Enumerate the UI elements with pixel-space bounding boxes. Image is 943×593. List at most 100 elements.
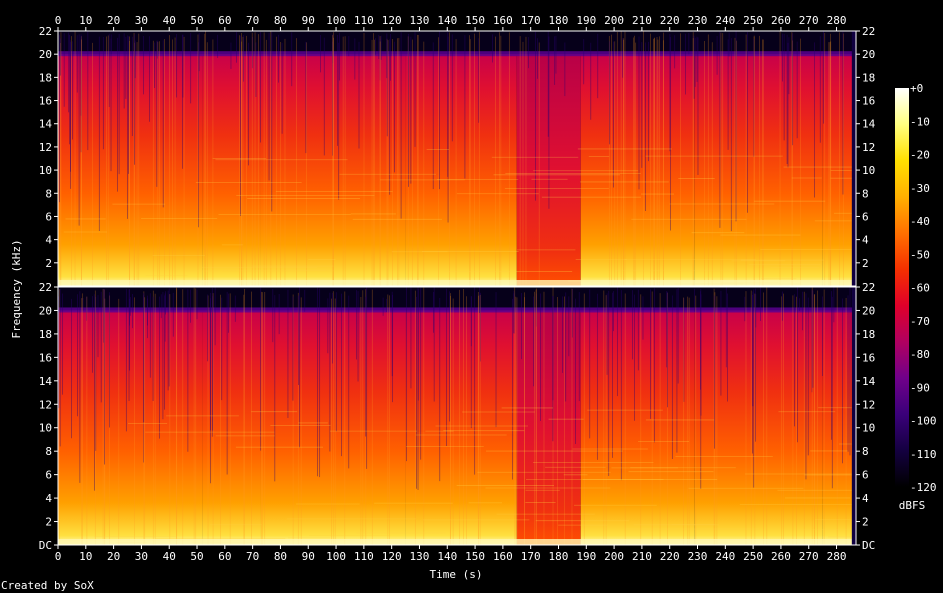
x-tick-label: 260 bbox=[771, 550, 791, 563]
y-tick-label: 20 bbox=[862, 304, 875, 317]
x-tick-label: 100 bbox=[326, 14, 346, 27]
spectrogram-segment bbox=[516, 310, 581, 545]
plot-frame bbox=[57, 286, 857, 546]
x-tick-label: 160 bbox=[493, 14, 513, 27]
x-tick-label: 170 bbox=[521, 14, 541, 27]
x-tick-label: 30 bbox=[135, 14, 148, 27]
colorbar-tick-label: -100 bbox=[910, 415, 937, 428]
y-tick-label: DC bbox=[39, 539, 52, 552]
y-tick-label: 18 bbox=[39, 328, 52, 341]
x-tick-label: 220 bbox=[660, 14, 680, 27]
spectrogram-segment bbox=[822, 310, 856, 545]
colorbar-tick-label: -30 bbox=[910, 182, 930, 195]
x-tick-label: 140 bbox=[437, 550, 457, 563]
y-tick-label: DC bbox=[862, 539, 875, 552]
spectrogram-segment bbox=[405, 54, 517, 286]
y-tick-label: 12 bbox=[862, 398, 875, 411]
y-tick-label: 14 bbox=[39, 375, 53, 388]
y-tick-label: 6 bbox=[862, 469, 869, 482]
y-tick-label: 20 bbox=[862, 48, 875, 61]
cutoff-band bbox=[58, 51, 856, 57]
x-axis-label: Time (s) bbox=[430, 568, 483, 581]
colorbar-tick-label: -60 bbox=[910, 282, 930, 295]
x-tick-label: 50 bbox=[190, 550, 203, 563]
y-tick-label: 10 bbox=[862, 422, 875, 435]
spectrogram-segment bbox=[260, 54, 406, 286]
x-tick-label: 40 bbox=[163, 550, 176, 563]
x-tick-label: 80 bbox=[274, 14, 287, 27]
y-tick-label: 12 bbox=[39, 398, 52, 411]
cutoff-band bbox=[58, 307, 856, 313]
y-tick-label: 4 bbox=[45, 492, 52, 505]
colorbar-tick-label: -40 bbox=[910, 215, 930, 228]
x-tick-label: 20 bbox=[107, 14, 120, 27]
x-tick-label: 180 bbox=[549, 14, 569, 27]
x-tick-label: 200 bbox=[604, 550, 624, 563]
x-tick-label: 200 bbox=[604, 14, 624, 27]
spectrogram-segment bbox=[405, 310, 517, 545]
y-tick-label: 12 bbox=[862, 141, 875, 154]
x-tick-label: 160 bbox=[493, 550, 513, 563]
spectrogram-panel-channel-1 bbox=[58, 31, 856, 286]
colorbar-tick-label: -10 bbox=[910, 115, 930, 128]
y-tick-label: 18 bbox=[39, 71, 52, 84]
y-tick-label: 22 bbox=[862, 25, 875, 38]
y-tick-label: 2 bbox=[45, 516, 52, 529]
y-tick-label: 16 bbox=[39, 95, 52, 108]
x-tick-label: 50 bbox=[190, 14, 203, 27]
colorbar bbox=[895, 88, 909, 487]
x-tick-label: 110 bbox=[354, 14, 374, 27]
y-tick-label: 6 bbox=[45, 469, 52, 482]
y-tick-label: 2 bbox=[862, 257, 869, 270]
y-tick-label: 16 bbox=[862, 351, 875, 364]
colorbar-tick-label: -20 bbox=[910, 149, 930, 162]
colorbar-tick-label: -80 bbox=[910, 348, 930, 361]
colorbar-ticks: +0 -10 -20 -30 -40 -50 -60 -70 -80 -90 -100 -110 -12… bbox=[910, 82, 937, 494]
y-tick-label: 20 bbox=[39, 304, 52, 317]
x-tick-label: 240 bbox=[715, 14, 735, 27]
colorbar-tick-label: -110 bbox=[910, 448, 937, 461]
y-tick-label: 16 bbox=[862, 95, 875, 108]
y-tick-label: 20 bbox=[39, 48, 52, 61]
x-tick-label: 270 bbox=[799, 550, 819, 563]
x-tick-label: 80 bbox=[274, 550, 287, 563]
y-tick-label: 8 bbox=[862, 445, 869, 458]
x-tick-label: 150 bbox=[465, 14, 485, 27]
y-tick-label: 8 bbox=[45, 445, 52, 458]
x-tick-label: 230 bbox=[688, 14, 708, 27]
x-tick-label: 240 bbox=[715, 550, 735, 563]
x-tick-label: 110 bbox=[354, 550, 374, 563]
plot-frames bbox=[57, 30, 857, 546]
y-tick-label: 16 bbox=[39, 351, 52, 364]
y-tick-label: 14 bbox=[39, 118, 53, 131]
y-tick-label: 8 bbox=[45, 187, 52, 200]
y-tick-label: 10 bbox=[862, 164, 875, 177]
y-tick-label: 6 bbox=[45, 210, 52, 223]
x-tick-label: 170 bbox=[521, 550, 541, 563]
y-tick-label: 22 bbox=[39, 25, 52, 38]
tail-silence bbox=[851, 31, 856, 286]
x-tick-label: 0 bbox=[55, 550, 62, 563]
y-tick-label: 10 bbox=[39, 164, 52, 177]
x-tick-label: 30 bbox=[135, 550, 148, 563]
x-tick-label: 250 bbox=[743, 550, 763, 563]
y-tick-label: 4 bbox=[862, 234, 869, 247]
spectrogram-segment bbox=[58, 310, 203, 545]
spectrogram-segment bbox=[694, 54, 823, 286]
x-tick-label: 260 bbox=[771, 14, 791, 27]
x-tick-label: 70 bbox=[246, 550, 259, 563]
y-axis-label: Frequency (kHz) bbox=[10, 239, 23, 338]
x-tick-label: 190 bbox=[576, 14, 596, 27]
spectrogram-segment bbox=[580, 310, 695, 545]
x-tick-label: 280 bbox=[827, 14, 847, 27]
x-tick-label: 90 bbox=[302, 14, 315, 27]
x-tick-label: 120 bbox=[382, 14, 402, 27]
y-tick-label: 12 bbox=[39, 141, 52, 154]
y-tick-label: 18 bbox=[862, 328, 875, 341]
y-tick-label: 8 bbox=[862, 187, 869, 200]
x-tick-label: 100 bbox=[326, 550, 346, 563]
x-tick-label: 140 bbox=[437, 14, 457, 27]
